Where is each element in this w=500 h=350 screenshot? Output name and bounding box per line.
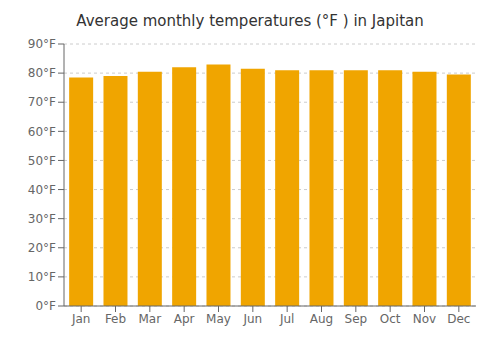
html-text:Average monthly temperatures (: Average monthly temperatures (°F ) in Ja…	[76, 12, 424, 30]
svg-text:20°F: 20°F	[28, 241, 56, 255]
svg-text:10°F: 10°F	[28, 270, 56, 284]
svg-text:50°F: 50°F	[28, 154, 56, 168]
svg-text:Sep: Sep	[345, 312, 368, 326]
svg-text:Feb: Feb	[105, 312, 126, 326]
svg-text:80°F: 80°F	[28, 66, 56, 80]
svg-text:Aug: Aug	[310, 312, 333, 326]
svg-text:Oct: Oct	[380, 312, 401, 326]
svg-text:Jul: Jul	[279, 312, 294, 326]
svg-text:Jan: Jan	[71, 312, 91, 326]
svg-text:70°F: 70°F	[28, 95, 56, 109]
svg-text:0°F: 0°F	[35, 299, 56, 313]
svg-text:Jun: Jun	[242, 312, 262, 326]
svg-text:60°F: 60°F	[28, 125, 56, 139]
svg-text:30°F: 30°F	[28, 212, 56, 226]
svg-text:40°F: 40°F	[28, 183, 56, 197]
svg-text:90°F: 90°F	[28, 37, 56, 51]
svg-text:Nov: Nov	[413, 312, 436, 326]
svg-text:Dec: Dec	[447, 312, 470, 326]
svg-text:Apr: Apr	[174, 312, 195, 326]
svg-text:Mar: Mar	[139, 312, 162, 326]
svg-text:May: May	[206, 312, 231, 326]
